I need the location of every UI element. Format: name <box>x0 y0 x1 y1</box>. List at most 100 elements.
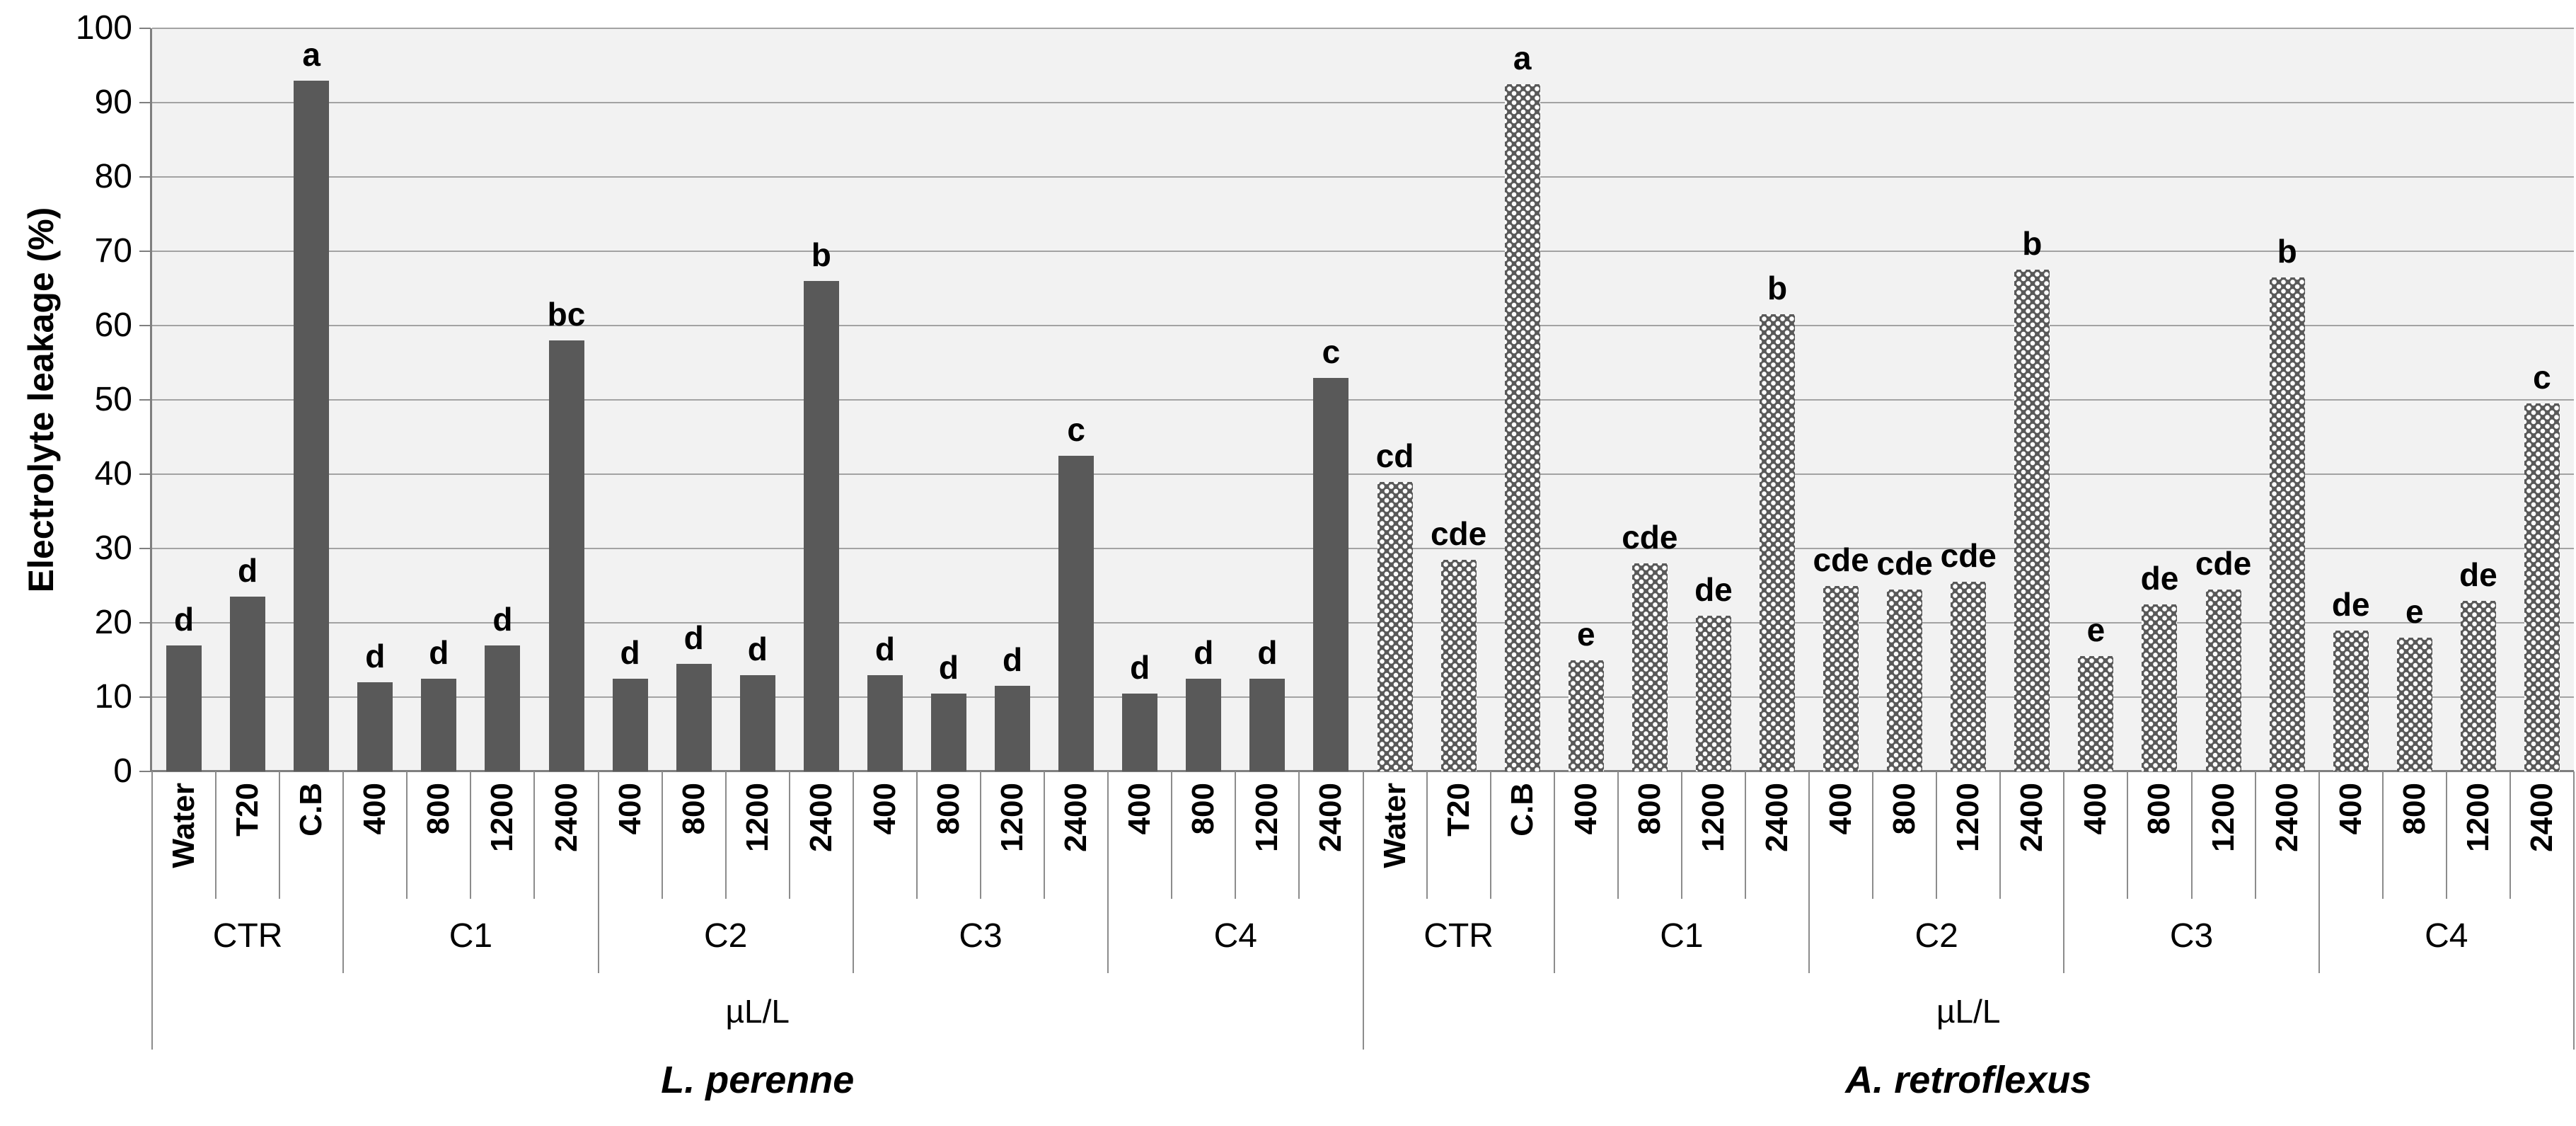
category-separator-line <box>470 771 472 899</box>
x-tick-label-cell: 2400 <box>1044 771 1108 899</box>
group-label-c3: C3 <box>2169 917 2214 955</box>
group-label-c2: C2 <box>704 917 748 955</box>
x-tick-label-cell: Water <box>1363 771 1427 899</box>
category-separator-line <box>916 771 918 899</box>
species-label: A. retroflexus <box>1845 1059 2092 1101</box>
x-tick-label: 1200 <box>739 783 775 852</box>
category-separator-line <box>2381 771 2384 899</box>
x-tick-label: 800 <box>421 783 456 835</box>
x-tick-label-cell: 1200 <box>470 771 534 899</box>
sig-letter: b <box>811 236 831 273</box>
category-separator-line <box>1999 771 2002 899</box>
x-tick-label-cell: 400 <box>1554 771 1618 899</box>
category-separator-line <box>1872 771 1874 899</box>
sig-letter: cd <box>1375 437 1414 474</box>
y-tick-label: 90 <box>94 84 132 121</box>
x-tick-label-cell: 1200 <box>1682 771 1745 899</box>
x-tick-label-cell: 400 <box>2319 771 2383 899</box>
x-tick-label-cell: 1200 <box>726 771 790 899</box>
y-axis-tick <box>139 771 151 772</box>
sig-letter: a <box>302 35 320 73</box>
x-tick-label-cell: 400 <box>599 771 662 899</box>
category-separator-line <box>724 771 727 899</box>
y-tick-label: 60 <box>94 306 132 344</box>
x-tick-label: 2400 <box>1313 783 1348 852</box>
gridline <box>152 325 2574 326</box>
category-separator-line <box>788 771 790 899</box>
x-tick-label: 2400 <box>803 783 838 852</box>
sig-letter: a <box>1513 39 1532 76</box>
x-tick-label-cell: 1200 <box>981 771 1044 899</box>
sig-letter: cde <box>1940 537 1997 575</box>
x-tick-label-cell: 800 <box>1618 771 1682 899</box>
sig-letter: b <box>2022 225 2043 263</box>
group-separator-line <box>597 771 599 973</box>
x-tick-label: 1200 <box>995 783 1030 852</box>
bar-a-retroflexus-c4-1200 <box>2460 600 2496 771</box>
gridline <box>152 102 2574 103</box>
category-separator-line <box>980 771 982 899</box>
x-tick-label: 400 <box>867 783 902 835</box>
y-tick-label: 40 <box>94 455 132 493</box>
x-tick-label-cell: 800 <box>662 771 726 899</box>
x-tick-label: 800 <box>2396 783 2432 835</box>
x-tick-label: 400 <box>1568 783 1603 835</box>
sig-letter: d <box>874 630 895 667</box>
y-tick-label: 10 <box>94 678 132 716</box>
x-tick-label-cell: 800 <box>407 771 470 899</box>
sig-letter: de <box>2140 559 2179 597</box>
x-tick-label: 400 <box>612 783 647 835</box>
sig-letter: e <box>2086 611 2106 649</box>
category-separator-line <box>2127 771 2129 899</box>
x-tick-label: 800 <box>2142 783 2177 835</box>
y-axis-tick <box>139 28 151 29</box>
bar-l-perenne-c4-800 <box>1186 678 1222 771</box>
sig-letter: d <box>620 633 640 671</box>
y-tick-label: 30 <box>94 529 132 567</box>
sig-letter: cde <box>1622 519 1678 556</box>
x-tick-label-cell: C.B <box>1491 771 1554 899</box>
bar-a-retroflexus-c3-400 <box>2078 656 2114 771</box>
x-tick-label: 400 <box>2333 783 2368 835</box>
x-tick-label: 400 <box>1122 783 1157 835</box>
sig-letter: cde <box>1813 541 1869 578</box>
category-separator-line <box>1617 771 1619 899</box>
group-separator-line <box>1808 771 1810 973</box>
species-separator-line <box>1362 771 1364 1050</box>
bar-a-retroflexus-c4-800 <box>2396 638 2432 771</box>
sig-letter: b <box>2277 232 2297 270</box>
group-label-c1: C1 <box>1660 917 1704 955</box>
category-separator-line <box>2190 771 2193 899</box>
x-tick-label: 800 <box>1631 783 1667 835</box>
y-axis-tick <box>139 548 151 549</box>
gridline <box>152 696 2574 698</box>
bar-l-perenne-c1-1200 <box>485 645 521 771</box>
x-tick-label-cell: 1200 <box>2192 771 2256 899</box>
bar-l-perenne-c2-400 <box>612 678 648 771</box>
bar-a-retroflexus-c1-400 <box>1568 660 1604 771</box>
x-tick-label: Water <box>1377 783 1412 868</box>
x-axis-line <box>150 770 2574 772</box>
x-tick-label-cell: 400 <box>343 771 407 899</box>
bar-l-perenne-c1-800 <box>421 678 457 771</box>
category-separator-line <box>1936 771 1938 899</box>
group-separator-line <box>342 771 345 973</box>
group-label-c3: C3 <box>959 917 1003 955</box>
x-tick-label: 800 <box>676 783 711 835</box>
x-tick-label-cell: 400 <box>853 771 917 899</box>
y-tick-label: 50 <box>94 381 132 418</box>
y-tick-label: 100 <box>75 9 132 47</box>
bar-l-perenne-c3-2400 <box>1058 455 1094 771</box>
sig-letter: e <box>2405 593 2424 630</box>
x-tick-label: Water <box>166 783 202 868</box>
bar-l-perenne-ctr-c.b <box>294 80 330 771</box>
group-label-c4: C4 <box>2425 917 2468 955</box>
group-label-c2: C2 <box>1914 917 1958 955</box>
x-tick-label: 1200 <box>485 783 520 852</box>
y-tick-label: 80 <box>94 158 132 195</box>
sig-letter: d <box>938 648 959 686</box>
x-tick-label-cell: Water <box>152 771 216 899</box>
sig-letter: c <box>2533 359 2551 396</box>
y-axis-line <box>150 28 152 771</box>
